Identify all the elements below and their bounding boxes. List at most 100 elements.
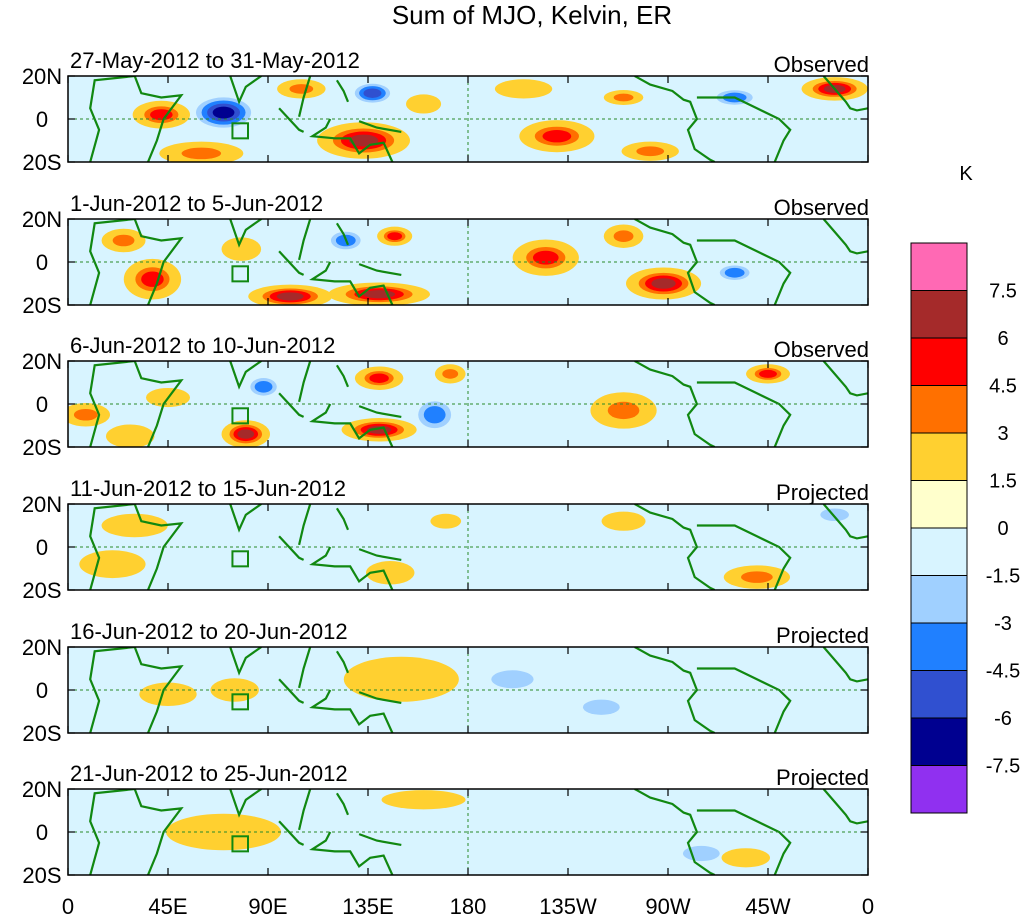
y-tick-label: 20S (22, 293, 61, 318)
coastline (298, 789, 312, 831)
coastline (309, 546, 394, 590)
colorbar-units-label: K (959, 163, 973, 185)
anomaly-contour (411, 97, 436, 111)
coastline (229, 76, 262, 105)
coastline (298, 647, 312, 689)
panel-2: 20N 0 20S 1-Jun-2012 to 5-Jun-2012 Observed (22, 191, 869, 318)
coastline (335, 792, 350, 816)
coastline (89, 647, 184, 733)
anomaly-contour (381, 790, 466, 810)
anomaly-contour (150, 109, 173, 121)
panel-4: 20N 0 20S 11-Jun-2012 to 15-Jun-2012 Project… (22, 476, 869, 603)
coastline (822, 504, 868, 540)
index-box-marker (231, 122, 249, 140)
anomaly-contour (582, 699, 620, 715)
colorbar-swatch (910, 765, 968, 814)
coastline (634, 789, 716, 875)
anomaly-contour (706, 697, 764, 717)
coastline (229, 504, 262, 533)
x-tick-label: 0 (862, 894, 874, 919)
coastline (298, 76, 312, 118)
index-box-marker (231, 407, 249, 425)
coastline (696, 239, 792, 305)
coastline (358, 120, 402, 133)
anomaly-field (79, 504, 868, 590)
anomaly-contour (423, 406, 446, 424)
anomaly-contour (820, 508, 849, 522)
y-tick-label: 20N (22, 207, 62, 232)
colorbar-level-label: 6 (997, 328, 1008, 350)
panel-1: 20N 0 20S 27-May-2012 to 31-May-2012 Observe… (22, 48, 869, 175)
coastline (229, 361, 262, 390)
x-tick-label: 135E (342, 894, 393, 919)
colorbar-swatch (910, 290, 968, 339)
anomaly-field (89, 219, 868, 305)
coastline (335, 222, 350, 246)
y-tick-label: 0 (36, 678, 48, 703)
colorbar-level-label: -4.5 (986, 661, 1020, 683)
colorbar-level-label: 1.5 (989, 471, 1017, 493)
panel-date-range: 16-Jun-2012 to 20-Jun-2012 (70, 619, 348, 644)
coastline (229, 789, 262, 818)
anomaly-contour (741, 571, 773, 583)
colorbar-level-label: -3 (994, 613, 1012, 635)
y-tick-label: 20S (22, 721, 61, 746)
anomaly-contour (363, 88, 382, 98)
coastline (335, 507, 350, 531)
coastline (89, 76, 184, 162)
coastline (634, 504, 716, 590)
coastline (634, 647, 716, 733)
coastline (229, 647, 262, 676)
colorbar-swatch (910, 385, 968, 434)
colorbar-level-label: 0 (997, 518, 1008, 540)
y-tick-label: 20N (22, 635, 62, 660)
coastline (358, 405, 402, 418)
anomaly-field (89, 76, 868, 162)
x-axis: 0 45E 90E 135E 180 135W 90W 45W 0 (62, 894, 874, 919)
anomaly-contour (254, 381, 273, 393)
panel-status: Observed (774, 195, 869, 220)
colorbar: K 7.5 6 4.5 3 1.5 0 -1.5 -3 -4.5 -6 -7.5 (910, 163, 1020, 814)
coastline (278, 107, 305, 133)
coastline (634, 361, 716, 447)
index-box-marker (231, 265, 249, 283)
coastline (822, 789, 868, 825)
anomaly-contour (532, 250, 559, 265)
anomaly-contour (276, 292, 304, 301)
coastline (335, 79, 350, 103)
coastline (278, 392, 305, 418)
colorbar-swatch (910, 432, 968, 481)
coastline (89, 504, 184, 590)
panel-status: Observed (774, 337, 869, 362)
anomaly-contour (682, 845, 720, 862)
anomaly-contour (721, 848, 770, 868)
coastline (335, 364, 350, 388)
coastline (696, 381, 792, 447)
x-tick-label: 135W (539, 894, 597, 919)
coastline (229, 219, 262, 248)
anomaly-contour (181, 147, 222, 160)
panel-date-range: 21-Jun-2012 to 25-Jun-2012 (70, 761, 348, 786)
y-tick-label: 20N (22, 349, 62, 374)
colorbar-swatch (910, 242, 968, 291)
coastline (278, 820, 305, 846)
coastline (696, 96, 792, 162)
anomaly-contour (363, 290, 396, 299)
anomaly-contour (374, 565, 406, 581)
coastline (278, 678, 305, 704)
anomaly-contour (79, 550, 146, 579)
anomaly-contour (505, 82, 542, 96)
y-tick-label: 0 (36, 250, 48, 275)
anomaly-contour (387, 232, 403, 241)
colorbar-swatch (910, 575, 968, 624)
panel-date-range: 1-Jun-2012 to 5-Jun-2012 (70, 191, 323, 216)
coastline (278, 535, 305, 561)
coastline (335, 650, 350, 674)
colorbar-level-label: 3 (997, 423, 1008, 445)
coastline (696, 809, 792, 875)
colorbar-level-label: -7.5 (986, 756, 1020, 778)
coastline (358, 263, 402, 276)
y-tick-label: 0 (36, 820, 48, 845)
coastline (278, 250, 305, 276)
